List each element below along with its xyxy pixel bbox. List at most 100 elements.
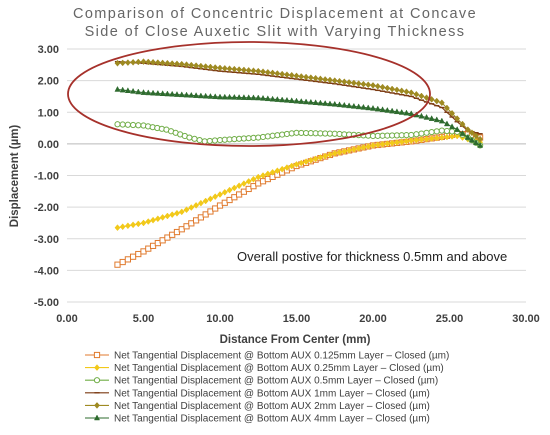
- series-line: [117, 61, 481, 140]
- series-4: [114, 58, 484, 143]
- data-point: [408, 110, 415, 117]
- data-point: [444, 104, 450, 112]
- data-point: [398, 108, 405, 115]
- data-point: [174, 60, 180, 68]
- data-point: [464, 134, 471, 140]
- data-point: [269, 69, 276, 77]
- data-point: [408, 137, 415, 145]
- data-point: [403, 109, 410, 116]
- data-point: [369, 104, 377, 111]
- data-point: [169, 90, 176, 97]
- data-point: [433, 128, 440, 135]
- data-point: [423, 113, 430, 120]
- data-point: [250, 67, 257, 75]
- data-point: [408, 131, 415, 139]
- data-point: [346, 102, 353, 109]
- x-tick-label: 30.00: [512, 313, 540, 325]
- data-point: [124, 87, 131, 93]
- series-1: [114, 132, 484, 232]
- data-point: [159, 90, 166, 96]
- legend-item: Net Tangential Displacement @ Bottom AUX…: [85, 363, 444, 374]
- data-point: [178, 208, 185, 216]
- data-point: [288, 71, 295, 79]
- data-point: [150, 89, 157, 96]
- data-point: [231, 65, 238, 73]
- data-point: [428, 135, 435, 142]
- data-point: [130, 221, 137, 229]
- data-point: [173, 91, 180, 97]
- x-axis-label: Distance From Center (mm): [220, 334, 371, 346]
- data-point: [473, 132, 479, 140]
- legend-label: Net Tangential Displacement @ Bottom AUX…: [114, 351, 449, 362]
- data-point: [274, 96, 281, 102]
- data-point: [312, 99, 319, 106]
- data-point: [389, 139, 396, 147]
- legend: Net Tangential Displacement @ Bottom AUX…: [85, 351, 449, 425]
- legend-item: Net Tangential Displacement @ Bottom AUX…: [85, 388, 430, 399]
- data-point: [322, 100, 329, 106]
- data-point: [336, 101, 343, 108]
- data-point: [260, 172, 266, 179]
- y-tick-label: 3.00: [38, 44, 59, 56]
- data-point: [221, 64, 228, 72]
- data-point: [212, 64, 219, 71]
- data-point: [201, 138, 208, 145]
- data-point: [124, 121, 131, 128]
- data-point: [174, 209, 180, 217]
- data-point: [279, 165, 286, 173]
- data-point: [197, 199, 204, 207]
- data-point: [124, 256, 131, 263]
- tick-labels: 3.00 2.00 1.00 0.00 -1.00 -2.00 -3.00 -4.00 -5.0…: [34, 44, 540, 325]
- data-point: [135, 122, 142, 129]
- y-tick-label: 0.00: [38, 139, 59, 151]
- data-point: [433, 97, 440, 105]
- data-point: [197, 92, 204, 99]
- data-point: [384, 140, 391, 148]
- x-tick-label: 15.00: [283, 313, 311, 325]
- data-point: [193, 62, 200, 69]
- data-point: [346, 147, 353, 154]
- data-point: [188, 61, 195, 69]
- legend-label: Net Tangential Displacement @ Bottom AUX…: [114, 376, 438, 387]
- data-point: [384, 106, 391, 113]
- data-point: [202, 63, 209, 70]
- data-point: [183, 206, 190, 214]
- annotation-text: Overall postive for thickness 0.5mm and …: [237, 249, 507, 264]
- data-point: [93, 351, 101, 359]
- data-point: [178, 91, 185, 98]
- data-point: [94, 402, 100, 409]
- data-point: [269, 95, 276, 102]
- data-point: [443, 127, 451, 135]
- data-point: [393, 139, 400, 146]
- data-point: [360, 103, 367, 110]
- data-point: [193, 201, 200, 209]
- data-point: [284, 164, 290, 171]
- data-point: [207, 63, 214, 71]
- data-point: [250, 175, 257, 183]
- data-point: [327, 151, 333, 159]
- data-point: [418, 130, 425, 137]
- data-point: [226, 65, 233, 73]
- data-point: [264, 68, 271, 76]
- y-tick-label: 2.00: [38, 76, 59, 88]
- data-point: [202, 92, 209, 99]
- data-point: [317, 154, 324, 161]
- y-tick-label: -4.00: [34, 265, 59, 277]
- data-point: [454, 126, 461, 132]
- data-point: [250, 94, 257, 101]
- data-point: [355, 80, 362, 87]
- data-point: [274, 70, 281, 77]
- data-point: [274, 167, 281, 175]
- data-point: [145, 58, 152, 66]
- y-axis-label: Displacement (µm): [9, 125, 21, 228]
- data-point: [178, 60, 185, 68]
- data-point: [423, 135, 430, 143]
- data-point: [438, 99, 445, 107]
- data-point: [459, 120, 466, 128]
- legend-item: Net Tangential Displacement @ Bottom AUX…: [85, 414, 430, 425]
- series-layer: [114, 58, 484, 268]
- data-point: [473, 139, 480, 146]
- data-point: [326, 100, 333, 107]
- data-point: [288, 97, 295, 104]
